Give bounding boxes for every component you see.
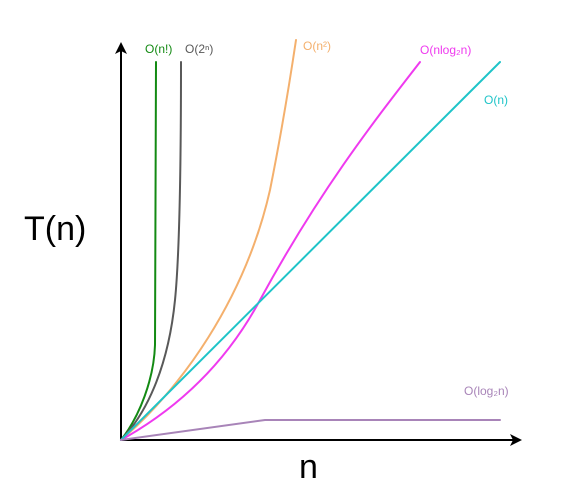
label-quadratic: O(n²) xyxy=(303,39,331,53)
label-exponential: O(2ⁿ) xyxy=(185,42,213,56)
label-nlogn: O(nlog₂n) xyxy=(420,43,471,57)
curve-log xyxy=(120,419,501,441)
curve-nlogn xyxy=(120,61,421,441)
label-linear: O(n) xyxy=(484,93,508,107)
y-axis-title: T(n) xyxy=(24,210,86,248)
label-log: O(log₂n) xyxy=(464,384,509,398)
curve-linear xyxy=(120,61,501,441)
label-factorial: O(n!) xyxy=(145,42,172,56)
curve-exponential xyxy=(120,61,182,441)
curve-factorial xyxy=(120,61,157,441)
curve-quadratic xyxy=(120,39,297,441)
x-axis-title: n xyxy=(299,448,318,486)
